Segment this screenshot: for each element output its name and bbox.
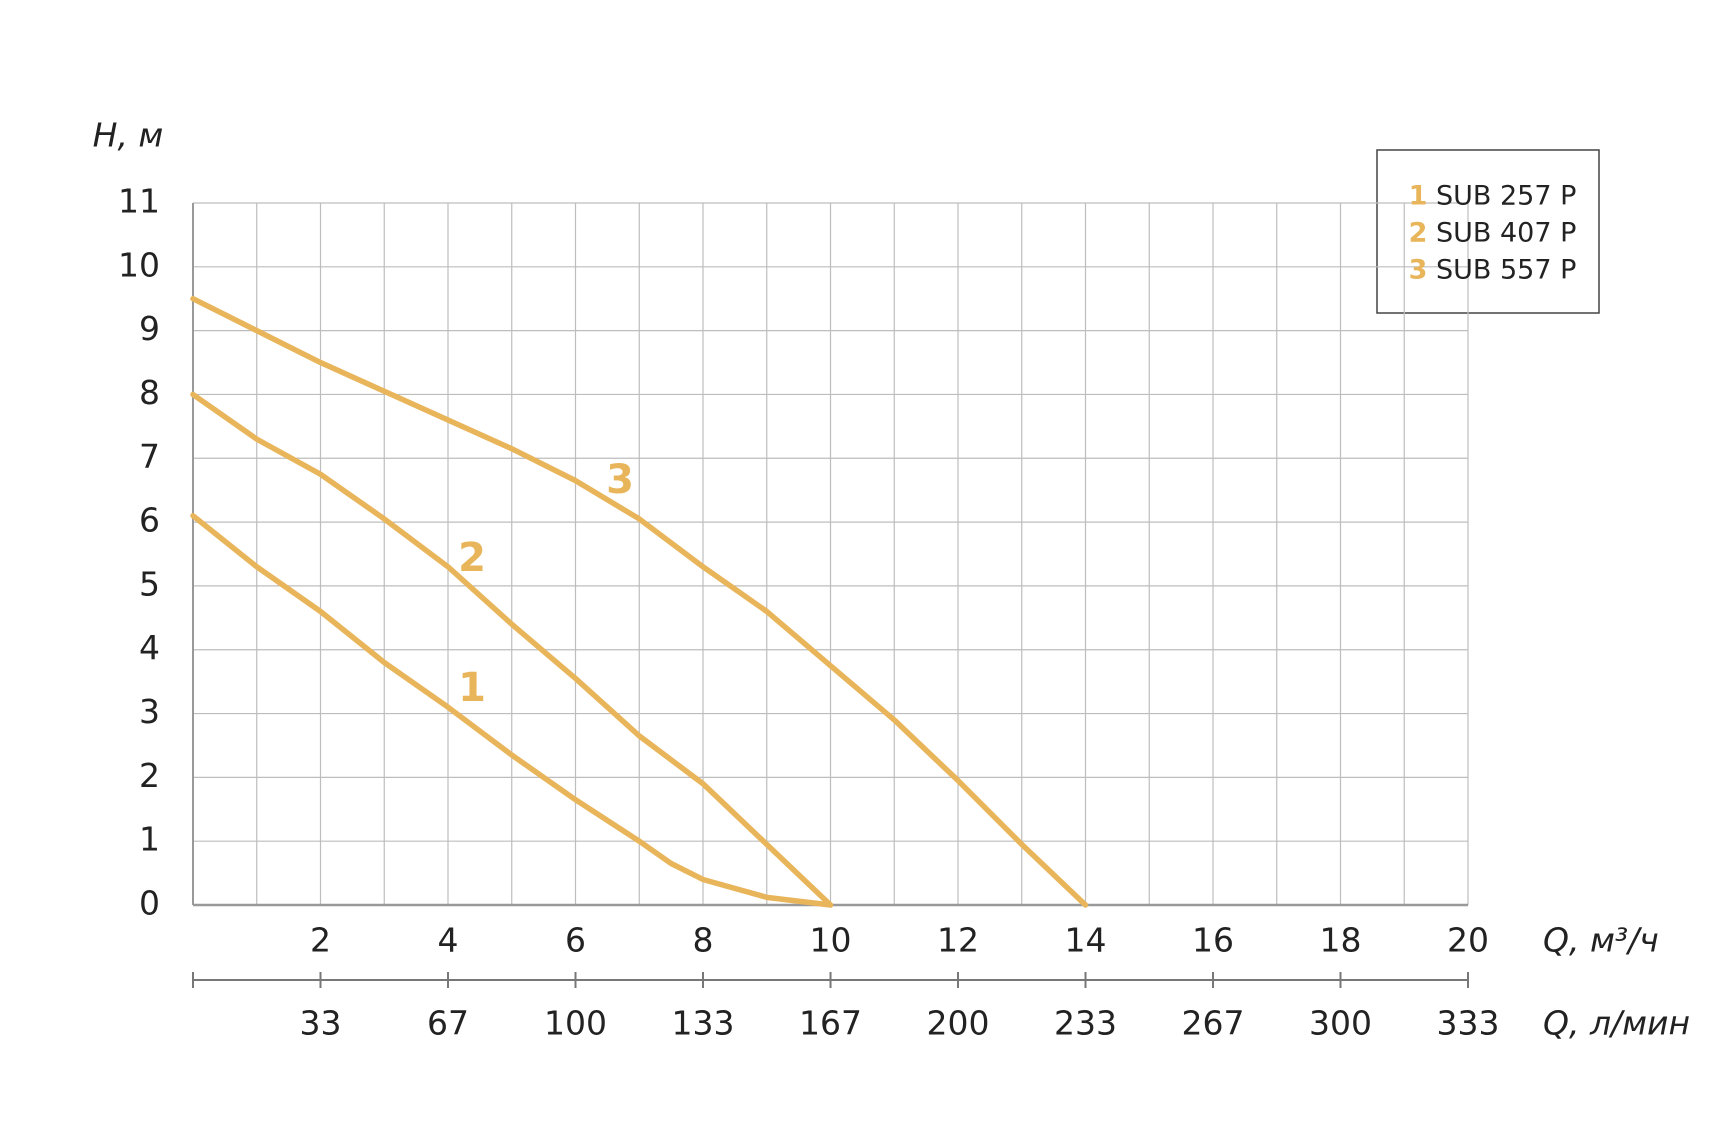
x-tick-label: 20 bbox=[1447, 921, 1489, 960]
y-tick-label: 10 bbox=[118, 245, 160, 284]
y-tick-label: 9 bbox=[139, 309, 160, 348]
x2-tick-label: 333 bbox=[1437, 1004, 1500, 1043]
x2-axis-label: Q, л/мин bbox=[1543, 1004, 1690, 1043]
y-tick-label: 4 bbox=[139, 628, 160, 667]
x2-tick-label: 100 bbox=[544, 1004, 607, 1043]
x-tick-label: 2 bbox=[310, 921, 331, 960]
y-axis-label: H, м bbox=[93, 116, 164, 155]
x-tick-label: 8 bbox=[693, 921, 714, 960]
x-tick-label: 6 bbox=[565, 921, 586, 960]
x2-tick-label: 300 bbox=[1309, 1004, 1372, 1043]
legend-label: SUB 407 P bbox=[1436, 218, 1576, 249]
x-tick-label: 14 bbox=[1065, 921, 1107, 960]
x2-tick-label: 33 bbox=[299, 1004, 341, 1043]
y-tick-label: 0 bbox=[139, 884, 160, 923]
legend-number: 3 bbox=[1409, 255, 1428, 286]
legend-number: 1 bbox=[1409, 181, 1428, 212]
legend-label: SUB 257 P bbox=[1436, 181, 1576, 212]
y-tick-label: 11 bbox=[118, 182, 160, 221]
x2-tick-label: 267 bbox=[1182, 1004, 1245, 1043]
x2-tick-label: 67 bbox=[427, 1004, 469, 1043]
x2-tick-label: 133 bbox=[671, 1004, 734, 1043]
x2-tick-label: 167 bbox=[799, 1004, 862, 1043]
legend-box bbox=[1376, 149, 1600, 314]
curve-label: 1 bbox=[458, 665, 486, 711]
x-axis-label: Q, м³/ч bbox=[1543, 921, 1659, 960]
y-tick-label: 1 bbox=[139, 820, 160, 859]
curve bbox=[190, 295, 1089, 908]
x-tick-label: 4 bbox=[438, 921, 459, 960]
curve bbox=[190, 512, 834, 908]
curve-label: 2 bbox=[458, 535, 486, 581]
x2-tick-label: 200 bbox=[927, 1004, 990, 1043]
curve-label: 3 bbox=[606, 457, 634, 503]
legend-label: SUB 557 P bbox=[1436, 255, 1576, 286]
x-tick-label: 10 bbox=[810, 921, 852, 960]
y-tick-label: 3 bbox=[139, 692, 160, 731]
y-tick-label: 6 bbox=[139, 501, 160, 540]
legend-number: 2 bbox=[1409, 218, 1428, 249]
x-tick-label: 12 bbox=[937, 921, 979, 960]
curve bbox=[190, 391, 834, 908]
x2-tick-label: 233 bbox=[1054, 1004, 1117, 1043]
x-tick-label: 18 bbox=[1320, 921, 1362, 960]
y-tick-label: 5 bbox=[139, 564, 160, 603]
y-tick-label: 2 bbox=[139, 756, 160, 795]
x-tick-label: 16 bbox=[1192, 921, 1234, 960]
y-tick-label: 7 bbox=[139, 437, 160, 476]
y-tick-label: 8 bbox=[139, 373, 160, 412]
